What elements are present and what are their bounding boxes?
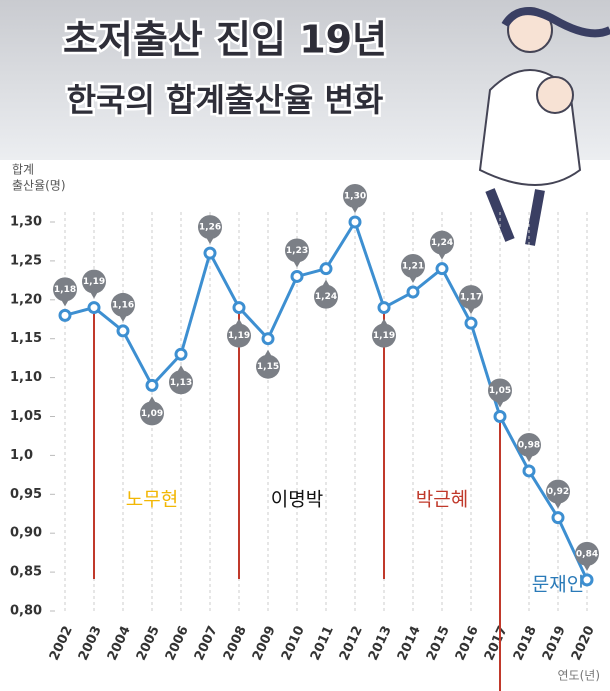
x-tick-label: 2009	[250, 624, 279, 663]
label-bubble	[372, 323, 396, 348]
label-bubble	[517, 432, 541, 457]
y-tick-label: 1,0	[10, 448, 33, 463]
y-axis-label: 합계	[12, 163, 34, 177]
label-bubble	[343, 184, 367, 208]
point	[145, 378, 159, 392]
value-label: 0,98	[518, 440, 540, 450]
label-bubble	[53, 277, 77, 302]
value-label: 1,15	[257, 362, 279, 372]
y-tick-label: 0,90	[10, 526, 42, 541]
value-label: 1,09	[141, 409, 163, 419]
y-tick-label: 1,20	[10, 292, 42, 307]
annotation: 이명박	[271, 489, 323, 511]
value-label: 1,19	[83, 277, 105, 287]
x-tick-label: 2013	[366, 624, 395, 663]
value-label: 1,23	[286, 246, 308, 256]
chart-title: 초저출산 진입 19년	[63, 18, 387, 62]
x-tick-label: 2019	[540, 624, 569, 663]
point	[435, 262, 449, 276]
x-tick-label: 2016	[453, 624, 482, 663]
value-label: 1,19	[228, 331, 250, 341]
label-bubble	[575, 541, 599, 566]
label-bubble	[459, 285, 483, 310]
y-axis-label: 출산율(명)	[12, 179, 66, 193]
point	[174, 347, 188, 361]
x-tick-label: 2005	[134, 624, 163, 663]
point	[493, 410, 507, 423]
point	[319, 262, 333, 276]
x-tick-label: 2003	[76, 624, 105, 663]
annotation: 문재인	[532, 574, 584, 596]
value-label: 1,21	[402, 262, 424, 272]
annotation: 노무현	[126, 489, 178, 511]
point	[58, 308, 72, 322]
point	[377, 301, 391, 315]
x-tick-label: 2018	[511, 624, 540, 663]
point	[203, 246, 217, 260]
label-bubble	[401, 254, 425, 279]
value-label: 1,30	[344, 192, 366, 202]
x-tick-label: 2004	[105, 624, 134, 663]
value-label: 1,13	[170, 378, 192, 388]
point	[551, 511, 565, 525]
value-label: 1,24	[431, 238, 453, 248]
value-label: 1,18	[54, 285, 76, 295]
label-bubble	[285, 238, 309, 263]
point	[290, 269, 304, 283]
label-bubble	[546, 479, 570, 504]
y-tick-label: 0,85	[10, 565, 42, 580]
illustration	[478, 7, 610, 246]
y-tick-label: 1,25	[10, 253, 42, 268]
value-label: 1,19	[373, 331, 395, 341]
x-tick-label: 2011	[308, 624, 337, 663]
point	[522, 464, 536, 478]
x-tick-label: 2020	[569, 624, 598, 663]
label-bubble	[314, 284, 338, 309]
label-bubble	[169, 370, 193, 395]
point	[464, 316, 478, 330]
x-axis-label: 연도(년)	[558, 669, 600, 683]
value-label: 0,84	[576, 549, 598, 559]
point	[232, 301, 246, 315]
y-tick-label: 0,80	[10, 604, 42, 619]
label-bubble	[140, 401, 164, 426]
value-label: 1,16	[112, 300, 134, 310]
value-label: 1,17	[460, 293, 482, 303]
point	[261, 332, 275, 346]
label-bubble	[256, 354, 280, 379]
point	[580, 573, 594, 587]
x-tick-label: 2007	[192, 624, 221, 663]
y-tick-label: 1,15	[10, 331, 42, 346]
label-bubble	[82, 269, 106, 294]
value-label: 1,05	[489, 386, 511, 396]
point	[87, 301, 101, 315]
point	[406, 285, 420, 299]
label-bubble	[111, 292, 135, 317]
value-label: 1,26	[199, 223, 221, 233]
value-label: 0,92	[547, 487, 569, 497]
point	[116, 324, 130, 338]
chart-subtitle: 한국의 합계출산율 변화	[67, 81, 384, 119]
x-tick-label: 2012	[337, 624, 366, 663]
x-tick-label: 2008	[221, 624, 250, 663]
point	[348, 215, 362, 229]
annotation: 박근혜	[416, 489, 468, 511]
y-tick-label: 1,30	[10, 215, 42, 230]
label-bubble	[430, 230, 454, 255]
x-tick-label: 2006	[163, 624, 192, 663]
y-tick-label: 1,10	[10, 370, 42, 385]
y-tick-label: 1,05	[10, 409, 42, 424]
x-tick-label: 2014	[395, 624, 424, 663]
label-bubble	[198, 215, 222, 240]
label-bubble	[227, 323, 251, 348]
value-label: 1,24	[315, 292, 337, 302]
x-tick-label: 2010	[279, 624, 308, 663]
x-tick-label: 2017	[482, 624, 511, 663]
x-tick-label: 2002	[47, 624, 76, 663]
x-tick-label: 2015	[424, 624, 453, 663]
label-bubble	[488, 378, 512, 403]
y-tick-label: 0,95	[10, 487, 42, 502]
